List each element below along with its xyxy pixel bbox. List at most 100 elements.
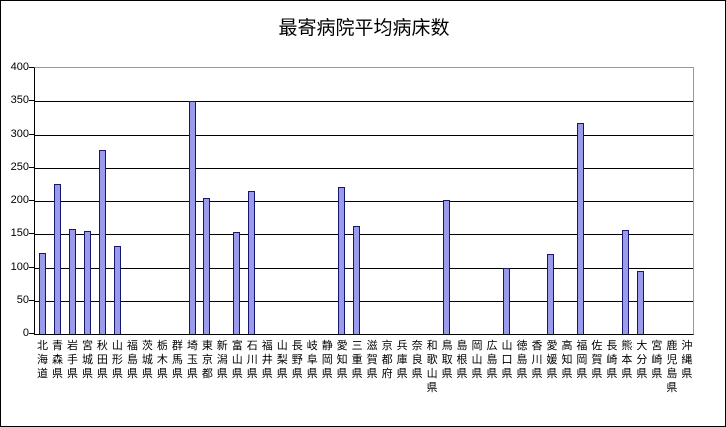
x-tick-label-char: 県	[621, 368, 633, 380]
x-tick-label-char: 分	[636, 354, 648, 366]
bar-slot	[110, 68, 125, 334]
bar-slot	[603, 68, 618, 334]
x-tick-label-char: 道	[36, 368, 48, 380]
x-tick-label-char: 取	[441, 354, 453, 366]
bar	[248, 191, 256, 334]
x-tick-label-char: 山	[111, 340, 123, 352]
x-tick-label-char: 山	[426, 368, 438, 380]
bar	[442, 199, 450, 334]
bar	[188, 101, 196, 334]
x-tick-label-char: 岡	[471, 340, 483, 352]
x-tick-label-char: 川	[531, 354, 543, 366]
x-tick-label-char: 県	[606, 368, 618, 380]
x-tick-label-char: 県	[681, 368, 693, 380]
x-tick-label-char: 県	[156, 368, 168, 380]
gridline	[35, 101, 693, 103]
x-tick-label-char: 島	[126, 354, 138, 366]
x-tick-label: 京都府	[380, 339, 395, 381]
x-tick-label-char: 埼	[186, 340, 198, 352]
bar-slot	[618, 68, 633, 334]
x-tick-label-char: 静	[321, 340, 333, 352]
x-tick-label-char: 知	[336, 354, 348, 366]
chart-title: 最寄病院平均病床数	[278, 18, 450, 39]
x-tick-label-char: 兵	[396, 340, 408, 352]
x-tick-label-char: 県	[546, 368, 558, 380]
y-tick-label: 200	[10, 194, 29, 206]
x-tick-label: 山口県	[500, 339, 515, 381]
x-tick-label: 石川県	[245, 339, 260, 381]
x-tick-label-char: 長	[291, 340, 303, 352]
x-tick-label: 宮崎県	[649, 339, 664, 381]
bar	[38, 252, 46, 334]
x-tick-label: 岩手県	[65, 339, 80, 381]
y-tick-label: 100	[10, 260, 29, 273]
x-tick-label: 山形県	[110, 339, 125, 381]
gridline	[35, 134, 693, 136]
bar-slot	[155, 68, 170, 334]
y-tick-label: 250	[10, 160, 29, 173]
x-tick-label-char: 都	[381, 354, 393, 366]
x-tick-label-char: 福	[261, 340, 273, 352]
x-tick-label: 東京都	[200, 339, 215, 381]
x-tick-label: 熊本県	[619, 339, 634, 381]
gridline	[35, 300, 693, 302]
y-tick-label: 0	[22, 327, 29, 339]
y-tick-mark	[29, 200, 34, 201]
x-tick-label-char: 県	[396, 368, 408, 380]
bar	[113, 246, 121, 334]
y-tick-mark	[29, 67, 34, 68]
bar-slot	[185, 68, 200, 334]
x-tick-label-char: 田	[96, 354, 108, 366]
bar	[68, 228, 76, 334]
bar-slot	[289, 68, 304, 334]
x-tick-label-char: 県	[66, 368, 78, 380]
x-tick-label-char: 森	[51, 354, 63, 366]
x-tick-label-char: 県	[591, 368, 603, 380]
bar-slot	[80, 68, 95, 334]
x-tick-label-char: 崎	[651, 354, 663, 366]
bar	[233, 232, 241, 334]
bar-slot	[454, 68, 469, 334]
bar	[203, 197, 211, 334]
x-tick-label-char: 県	[246, 368, 258, 380]
x-tick-label-char: 群	[171, 340, 183, 352]
y-tick-mark	[29, 299, 34, 301]
x-tick-label-char: 県	[426, 382, 438, 394]
x-tick-label: 沖縄県	[679, 339, 694, 381]
x-tick-label: 長野県	[290, 339, 305, 381]
x-tick-label-char: 茨	[141, 340, 153, 352]
x-tick-label: 島根県	[455, 339, 470, 381]
x-tick-label-char: 野	[291, 354, 303, 366]
y-tick-label: 150	[10, 227, 29, 240]
x-tick-label-char: 県	[186, 368, 198, 380]
x-tick-label-char: 口	[501, 354, 513, 366]
x-tick-label: 北海道	[35, 339, 50, 381]
x-tick-label: 香川県	[529, 339, 544, 381]
x-tick-label-char: 島	[456, 340, 468, 352]
x-tick-label: 奈良県	[410, 339, 425, 381]
x-tick-label-char: 北	[36, 340, 48, 352]
x-tick-label-char: 県	[51, 368, 63, 380]
x-tick-label-char: 島	[486, 354, 498, 366]
bar	[98, 149, 106, 334]
x-tick-label-char: 奈	[411, 340, 423, 352]
x-tick-label-char: 崎	[606, 354, 618, 366]
x-tick-label-char: 高	[561, 340, 573, 352]
y-tick-mark	[29, 233, 34, 235]
x-tick-label-char: 城	[141, 354, 153, 366]
x-tick-label-char: 新	[216, 340, 228, 352]
x-tick-label: 福島県	[125, 339, 140, 381]
x-tick-label: 長崎県	[604, 339, 619, 381]
x-tick-label-char: 京	[381, 340, 393, 352]
x-tick-label-char: 県	[516, 368, 528, 380]
bar-slot	[394, 68, 409, 334]
bar	[338, 187, 346, 334]
x-tick-label-char: 県	[636, 368, 648, 380]
x-tick-label-char: 山	[231, 354, 243, 366]
x-tick-label-char: 賀	[591, 354, 603, 366]
bar	[622, 230, 630, 334]
x-tick-label-char: 県	[531, 368, 543, 380]
x-tick-label: 愛知県	[335, 339, 350, 381]
bar-slot	[663, 68, 678, 334]
